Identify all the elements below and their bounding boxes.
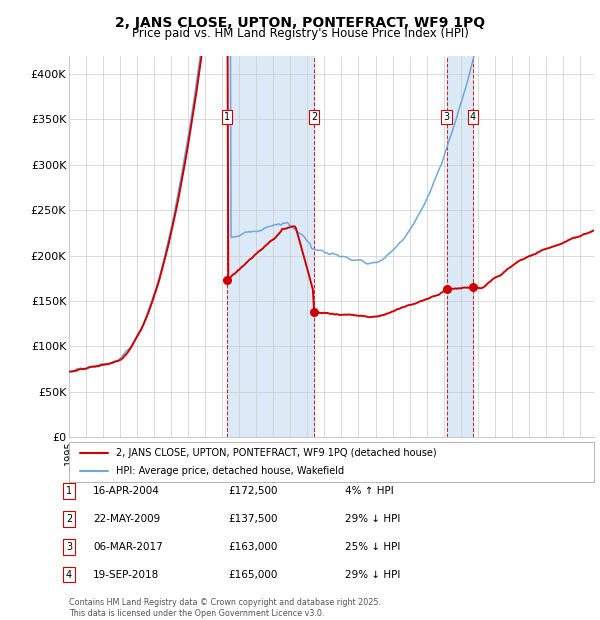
Text: 29% ↓ HPI: 29% ↓ HPI <box>345 514 400 524</box>
Text: 29% ↓ HPI: 29% ↓ HPI <box>345 570 400 580</box>
Text: 1: 1 <box>66 486 72 496</box>
Text: 22-MAY-2009: 22-MAY-2009 <box>93 514 160 524</box>
Text: 2, JANS CLOSE, UPTON, PONTEFRACT, WF9 1PQ: 2, JANS CLOSE, UPTON, PONTEFRACT, WF9 1P… <box>115 16 485 30</box>
Text: 4: 4 <box>66 570 72 580</box>
Text: 25% ↓ HPI: 25% ↓ HPI <box>345 542 400 552</box>
Bar <box>227 56 314 437</box>
Text: 2: 2 <box>66 514 72 524</box>
Bar <box>447 56 473 437</box>
Text: 19-SEP-2018: 19-SEP-2018 <box>93 570 159 580</box>
Text: 1: 1 <box>224 112 230 122</box>
Text: 16-APR-2004: 16-APR-2004 <box>93 486 160 496</box>
Text: £137,500: £137,500 <box>228 514 277 524</box>
Text: 2: 2 <box>311 112 317 122</box>
Text: 2, JANS CLOSE, UPTON, PONTEFRACT, WF9 1PQ (detached house): 2, JANS CLOSE, UPTON, PONTEFRACT, WF9 1P… <box>116 448 437 458</box>
Text: 4: 4 <box>470 112 476 122</box>
Text: 3: 3 <box>66 542 72 552</box>
Text: HPI: Average price, detached house, Wakefield: HPI: Average price, detached house, Wake… <box>116 466 344 477</box>
Text: 06-MAR-2017: 06-MAR-2017 <box>93 542 163 552</box>
Text: Contains HM Land Registry data © Crown copyright and database right 2025.
This d: Contains HM Land Registry data © Crown c… <box>69 598 381 618</box>
Text: £165,000: £165,000 <box>228 570 277 580</box>
Text: Price paid vs. HM Land Registry's House Price Index (HPI): Price paid vs. HM Land Registry's House … <box>131 27 469 40</box>
Text: 3: 3 <box>443 112 450 122</box>
Text: £163,000: £163,000 <box>228 542 277 552</box>
Text: 4% ↑ HPI: 4% ↑ HPI <box>345 486 394 496</box>
Text: £172,500: £172,500 <box>228 486 277 496</box>
